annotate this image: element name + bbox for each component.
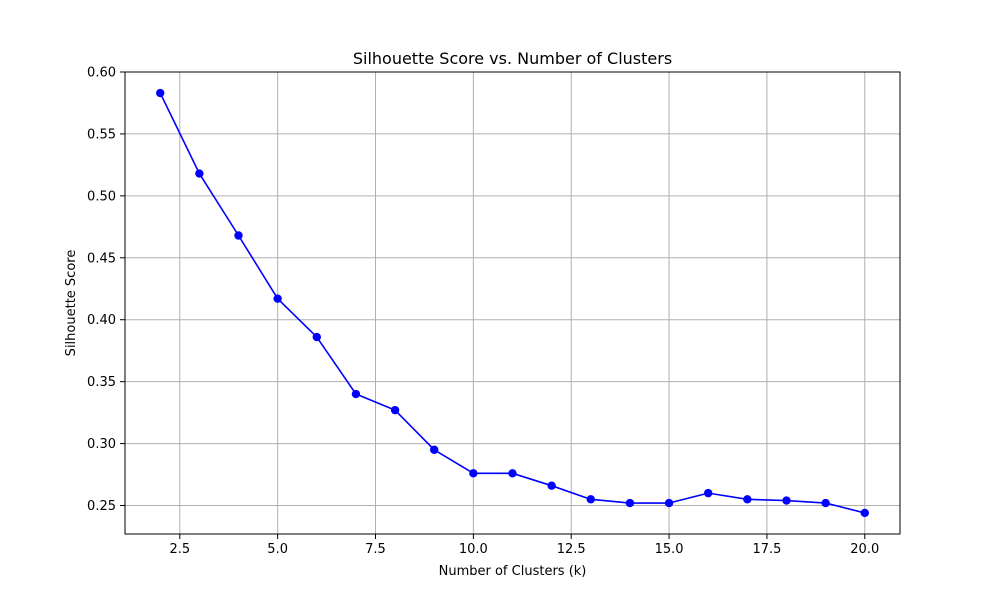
y-tick-label: 0.45 [87,251,116,266]
y-tick-label: 0.55 [87,127,116,142]
data-point [586,495,595,504]
x-tick-label: 5.0 [267,542,288,557]
chart-title: Silhouette Score vs. Number of Clusters [353,49,672,68]
data-point [430,445,439,454]
data-point [821,498,830,508]
y-tick-label: 0.60 [87,66,116,81]
data-point [234,231,243,240]
plot-frame [124,71,901,535]
data-point [664,498,674,508]
y-tick-label: 0.40 [87,313,116,328]
data-point [195,169,204,178]
data-point [860,508,869,518]
data-point [704,488,713,498]
y-tick-label: 0.50 [87,189,116,204]
data-point [469,469,478,478]
x-tick-label: 12.5 [557,542,586,557]
x-tick-label: 17.5 [752,542,781,557]
x-tick-label: 20.0 [850,542,879,557]
y-axis: 0.25 0.30 0.35 0.40 0.45 0.50 0.55 0.60 [87,66,125,514]
x-axis: 2.5 5.0 7.5 10.0 12.5 15.0 17.5 20.0 [169,534,879,557]
data-point [312,332,321,342]
data-point [625,498,635,508]
y-tick-label: 0.25 [87,499,116,514]
x-tick-label: 7.5 [365,542,386,557]
series-layer [156,88,869,518]
data-point [508,469,517,478]
y-tick-label: 0.35 [87,375,116,390]
data-point [547,481,556,490]
grid [125,71,900,534]
series-line [159,92,865,514]
x-tick-label: 15.0 [655,542,684,557]
data-point [743,495,752,504]
data-point [156,88,165,98]
y-axis-label: Silhouette Score [64,250,79,357]
x-axis-label: Number of Clusters (k) [439,564,587,579]
y-tick-label: 0.30 [87,437,116,452]
data-point [390,405,400,415]
data-point [273,294,282,303]
x-tick-label: 2.5 [169,542,190,557]
data-point [782,496,791,505]
data-point [351,389,361,399]
x-tick-label: 10.0 [459,542,488,557]
